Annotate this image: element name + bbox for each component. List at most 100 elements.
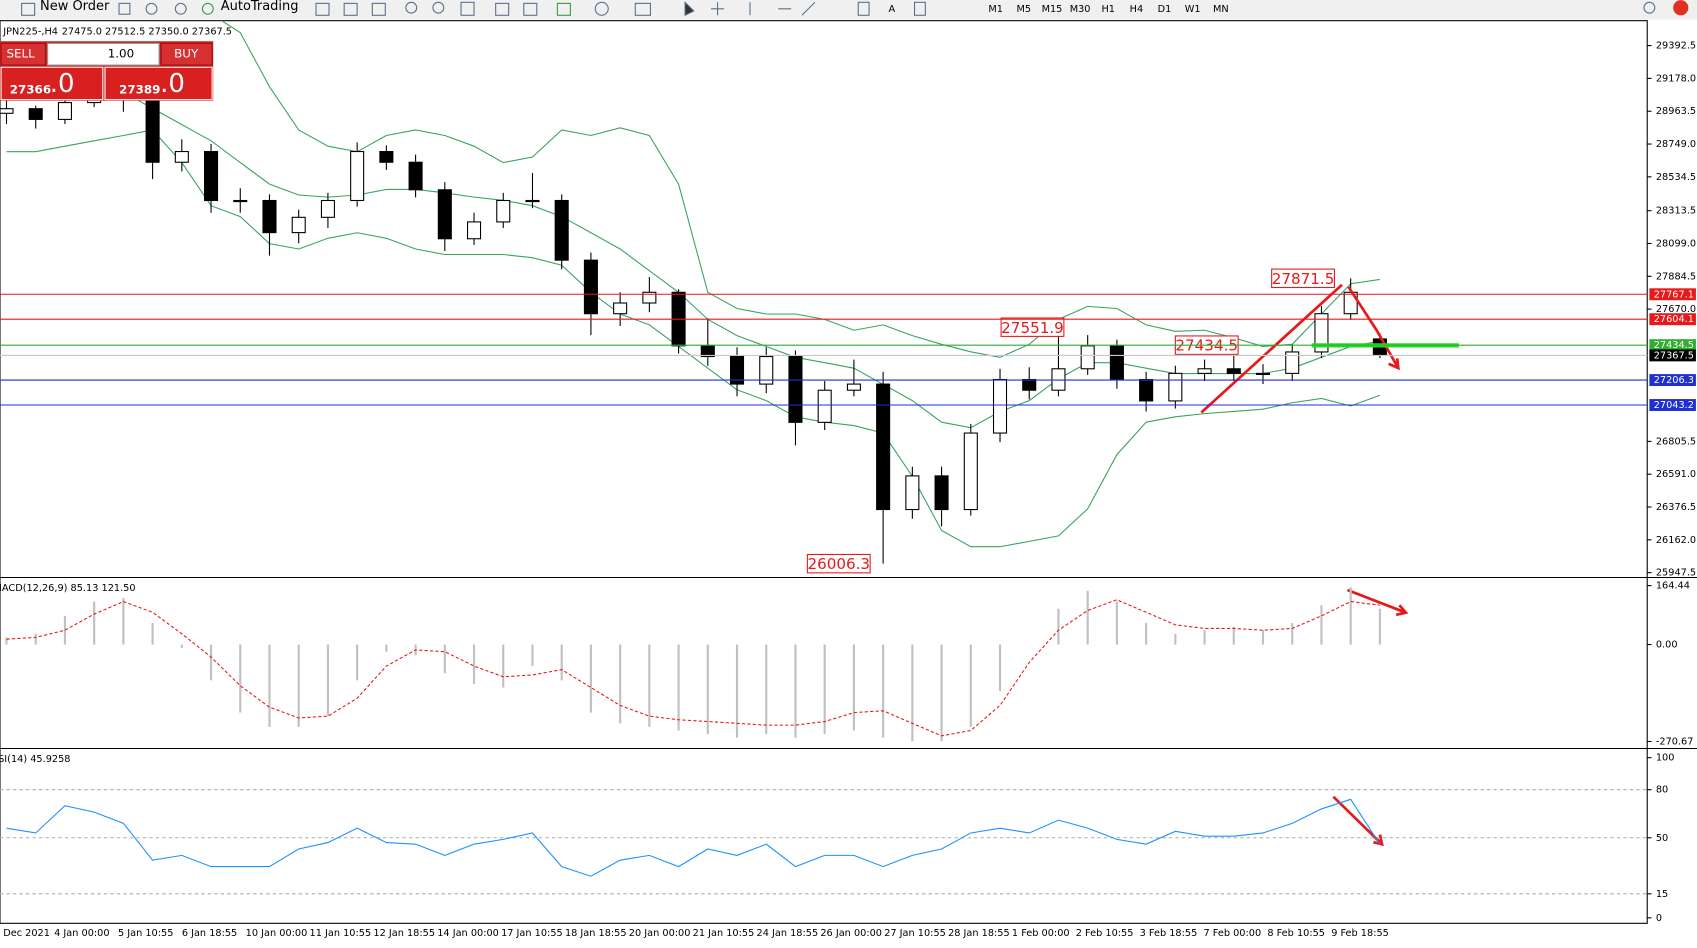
zoom-in[interactable] [405,1,418,14]
candle-body [1109,345,1124,381]
candle-body [437,189,452,240]
timeframe[interactable]: H1 [1101,4,1115,15]
x-tick-label: 24 Jan 18:55 [757,928,819,939]
icon[interactable] [343,2,358,16]
price-annotation: 26006.3 [807,555,870,573]
ask-main[interactable]: 27389 [119,82,160,96]
timeframe[interactable]: M30 [1070,4,1091,15]
volume-box[interactable] [47,42,160,66]
sell-price[interactable] [0,66,104,101]
y-tick-label: 26162.0 [1656,535,1696,546]
new-order-icon[interactable] [21,2,36,16]
bid-main[interactable]: 27366 [10,82,51,96]
timeframe[interactable]: MN [1213,4,1229,15]
bid-fraction[interactable]: .0 [50,69,75,99]
icon[interactable] [594,1,609,16]
icon[interactable] [118,2,131,15]
x-tick-label: 11 Jan 10:55 [310,928,372,939]
toolbar [0,0,1697,20]
timeframe[interactable]: D1 [1158,4,1172,15]
timeframe[interactable]: M1 [988,4,1003,15]
sell-label[interactable]: SELL [6,47,35,61]
candle-body [642,291,657,304]
new-order[interactable]: New Order [40,0,110,14]
rsi-arrow [1332,795,1384,847]
icon[interactable] [523,2,538,16]
x-tick-label: 28 Jan 18:55 [948,928,1010,939]
y-tick-label: 28099.0 [1656,238,1696,249]
candle-body [700,345,715,358]
price-annotation-box [1000,317,1065,337]
icon[interactable] [460,1,475,16]
icon[interactable] [556,2,571,16]
ask-fraction[interactable]: .0 [160,69,185,99]
x-tick-label: 8 Feb 10:55 [1267,928,1325,939]
text-tool[interactable]: A [889,4,896,15]
x-tick-label: 9 Feb 18:55 [1331,928,1389,939]
icon[interactable] [145,2,158,15]
buy-button[interactable] [160,42,213,66]
timeframe[interactable]: W1 [1185,4,1201,15]
candle-body [1314,313,1329,353]
candle-body [28,108,43,120]
candle-body [1022,378,1037,391]
x-tick-label: 10 Jan 00:00 [246,928,308,939]
y-tick-label: 50 [1656,833,1668,844]
candle-body [1168,372,1183,402]
y-tick-label: 28534.5 [1656,172,1696,183]
candle-body [408,161,423,191]
zoom-out[interactable] [432,1,445,14]
x-tick-label: 3 Feb 18:55 [1140,928,1198,939]
candle-body [905,475,920,511]
y-tick-label: -270.67 [1656,736,1694,747]
notifications[interactable] [1673,0,1689,16]
autotrading[interactable]: AutoTrading [221,0,299,14]
icon[interactable] [857,1,870,16]
timeframe[interactable]: H4 [1130,4,1144,15]
x-tick-label: 21 Jan 10:55 [693,928,755,939]
y-tick-label: 26376.5 [1656,502,1696,513]
volume[interactable]: 1.00 [108,47,134,61]
x-tick-label: 12 Jan 18:55 [373,928,435,939]
buy-price[interactable] [104,66,213,101]
candle-body [876,383,891,511]
candle-body [554,199,569,261]
price-annotation: 27551.9 [1001,319,1064,337]
cursor-tool[interactable] [684,0,695,17]
rsi-label: RSI(14) 45.9258 [0,754,70,765]
icon[interactable] [634,2,651,16]
icon[interactable] [174,2,187,15]
candle-body [963,432,978,511]
ohlc-header: 27475.0 27512.5 27350.0 27367.5 [62,27,232,38]
search[interactable] [1643,1,1656,14]
x-tick-label: 20 Jan 00:00 [629,928,691,939]
sell-button[interactable] [0,42,46,66]
icon[interactable] [371,2,386,16]
icon[interactable] [315,2,330,16]
level-label: 27434.5 [1654,340,1694,351]
timeframe[interactable]: M15 [1042,4,1063,15]
icon[interactable] [913,1,926,16]
buy-label[interactable]: BUY [174,47,199,61]
timeframe[interactable]: M5 [1017,4,1032,15]
bollinger-middle [6,64,1380,429]
y-tick-label: 26591.0 [1656,469,1696,480]
candle-body [233,199,248,203]
x-tick-label: 1 Feb 00:00 [1012,928,1070,939]
icon[interactable] [495,2,510,16]
x-tick-label: 26 Jan 00:00 [820,928,882,939]
macd-label: MACD(12,26,9) 85.13 121.50 [0,583,136,594]
timeframes: M1 M5 M15 M30 H1 H4 D1 W1 MN [988,4,1228,15]
candle-body [204,150,219,202]
draw-tools[interactable] [711,1,816,16]
autotrading-icon[interactable] [201,2,214,15]
y-tick-label: 27670.0 [1656,304,1696,315]
x-tick-label: 4 Jan 00:00 [54,928,109,939]
y-tick-label: 15 [1656,889,1668,900]
candle-body [934,475,949,511]
x-tick-label: 14 Jan 00:00 [437,928,499,939]
candle-body [145,97,160,163]
candle-body [788,356,803,423]
level-label: 27367.5 [1654,350,1694,361]
candle-body [262,199,277,234]
